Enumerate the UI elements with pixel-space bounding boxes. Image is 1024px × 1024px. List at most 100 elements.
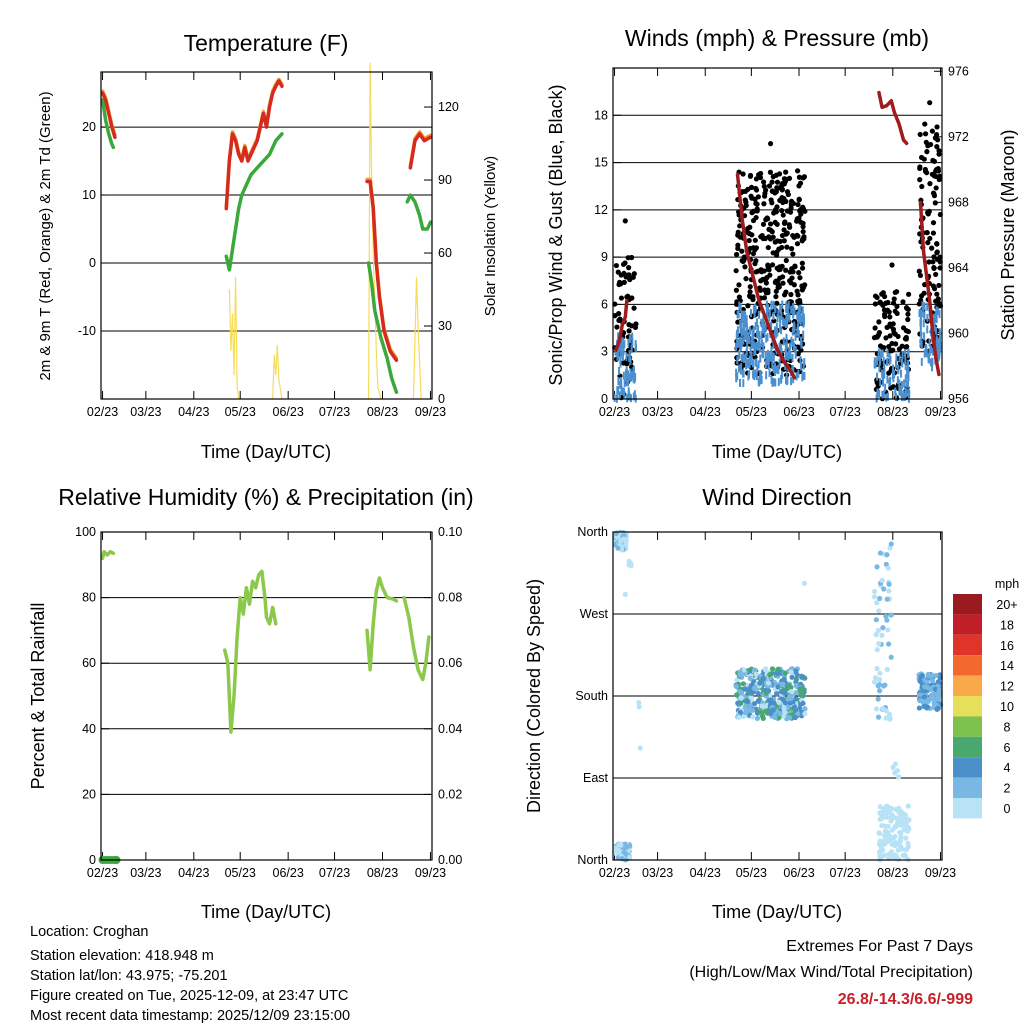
wind-point <box>886 375 889 384</box>
direction-point <box>760 715 766 721</box>
y-tick-label: 12 <box>594 203 608 217</box>
direction-point <box>903 835 909 841</box>
wind-point <box>873 360 876 369</box>
wind-point <box>768 369 771 378</box>
wind-point <box>920 357 923 366</box>
wind-point <box>767 304 770 313</box>
direction-point <box>622 591 628 597</box>
gust-point <box>753 269 759 275</box>
gust-point <box>761 201 767 207</box>
y-tick-label: 18 <box>594 108 608 122</box>
gust-point <box>770 234 776 240</box>
legend-swatch <box>953 614 982 635</box>
direction-point <box>740 713 747 720</box>
gust-point <box>761 183 767 189</box>
gust-point <box>624 361 630 367</box>
wind-point <box>746 341 749 350</box>
humidity-ylabel: Percent & Total Rainfall <box>28 603 48 790</box>
wind-point <box>794 350 797 359</box>
gust-point <box>742 264 748 270</box>
wind-point <box>628 335 631 344</box>
winds-ylabel: Sonic/Prop Wind & Gust (Blue, Black) <box>546 84 566 385</box>
wind-point <box>922 319 925 328</box>
direction-point <box>768 697 774 703</box>
gust-point <box>795 298 801 304</box>
gust-point <box>887 333 893 339</box>
legend-label: 12 <box>1000 680 1014 694</box>
direction-point <box>616 842 622 848</box>
gust-point <box>733 287 739 293</box>
wind-point <box>877 352 880 361</box>
wind-point <box>884 383 887 392</box>
legend-label: 16 <box>1000 639 1014 653</box>
direction-point <box>623 541 629 547</box>
x-tick-label: 09/23 <box>415 866 446 880</box>
gust-point <box>760 221 767 227</box>
wind-point <box>792 367 795 376</box>
gust-point <box>768 197 774 203</box>
wind-point <box>737 310 740 319</box>
gust-point <box>733 268 739 274</box>
wind-point <box>792 339 795 348</box>
wind-point <box>926 325 929 334</box>
direction-point <box>897 829 903 835</box>
direction-point <box>759 703 765 709</box>
gust-point <box>935 296 941 302</box>
wind-point <box>746 336 749 345</box>
wind-point <box>919 338 922 347</box>
legend-swatch <box>953 696 982 717</box>
gust-point <box>799 260 805 266</box>
gust-point <box>934 240 940 247</box>
humidity-line <box>402 595 431 682</box>
wind-point <box>896 376 899 385</box>
direction-point <box>636 704 642 710</box>
wind-point <box>879 378 882 387</box>
gust-point <box>889 262 895 268</box>
direction-point <box>886 641 892 647</box>
direction-point <box>933 672 939 679</box>
x-tick-label: 05/23 <box>736 866 767 880</box>
wind-point <box>740 363 743 372</box>
wind-point <box>898 354 901 363</box>
wind-point <box>738 301 741 310</box>
gust-point <box>934 291 940 297</box>
gust-point <box>621 279 627 285</box>
wind-point <box>745 330 748 339</box>
wind-point <box>627 338 630 347</box>
gust-point <box>800 220 806 226</box>
direction-point <box>787 700 794 706</box>
gust-point <box>782 219 788 225</box>
wind-point <box>627 370 630 379</box>
direction-point <box>626 854 633 860</box>
gust-point <box>882 313 888 320</box>
legend-swatch <box>953 757 982 778</box>
wind-point <box>619 359 622 368</box>
wind-point <box>800 340 803 349</box>
gust-point <box>781 196 787 202</box>
plot-frame <box>612 67 943 400</box>
wind-point <box>617 351 620 360</box>
wind-point <box>745 348 748 357</box>
wind-point <box>740 317 743 326</box>
plot-frame <box>100 531 433 861</box>
wind-point <box>920 309 923 318</box>
gust-point <box>917 164 923 170</box>
wind-point <box>754 322 757 331</box>
wind-point <box>762 317 765 326</box>
gust-point <box>886 309 892 315</box>
gust-point <box>872 301 878 307</box>
wind-point <box>752 331 755 340</box>
gust-point <box>626 328 632 334</box>
gust-point <box>926 208 932 214</box>
wind-point <box>786 311 789 320</box>
wind-point <box>736 356 739 365</box>
wind-point <box>746 331 749 340</box>
wind-point <box>736 310 739 319</box>
legend-swatch <box>953 594 982 615</box>
wind-point <box>786 376 789 385</box>
station-info: Location: Croghan Station elevation: 418… <box>30 924 350 1024</box>
wind-point <box>762 342 765 351</box>
wind-point <box>791 327 794 336</box>
direction-point <box>884 617 890 623</box>
wind-point <box>629 356 632 365</box>
